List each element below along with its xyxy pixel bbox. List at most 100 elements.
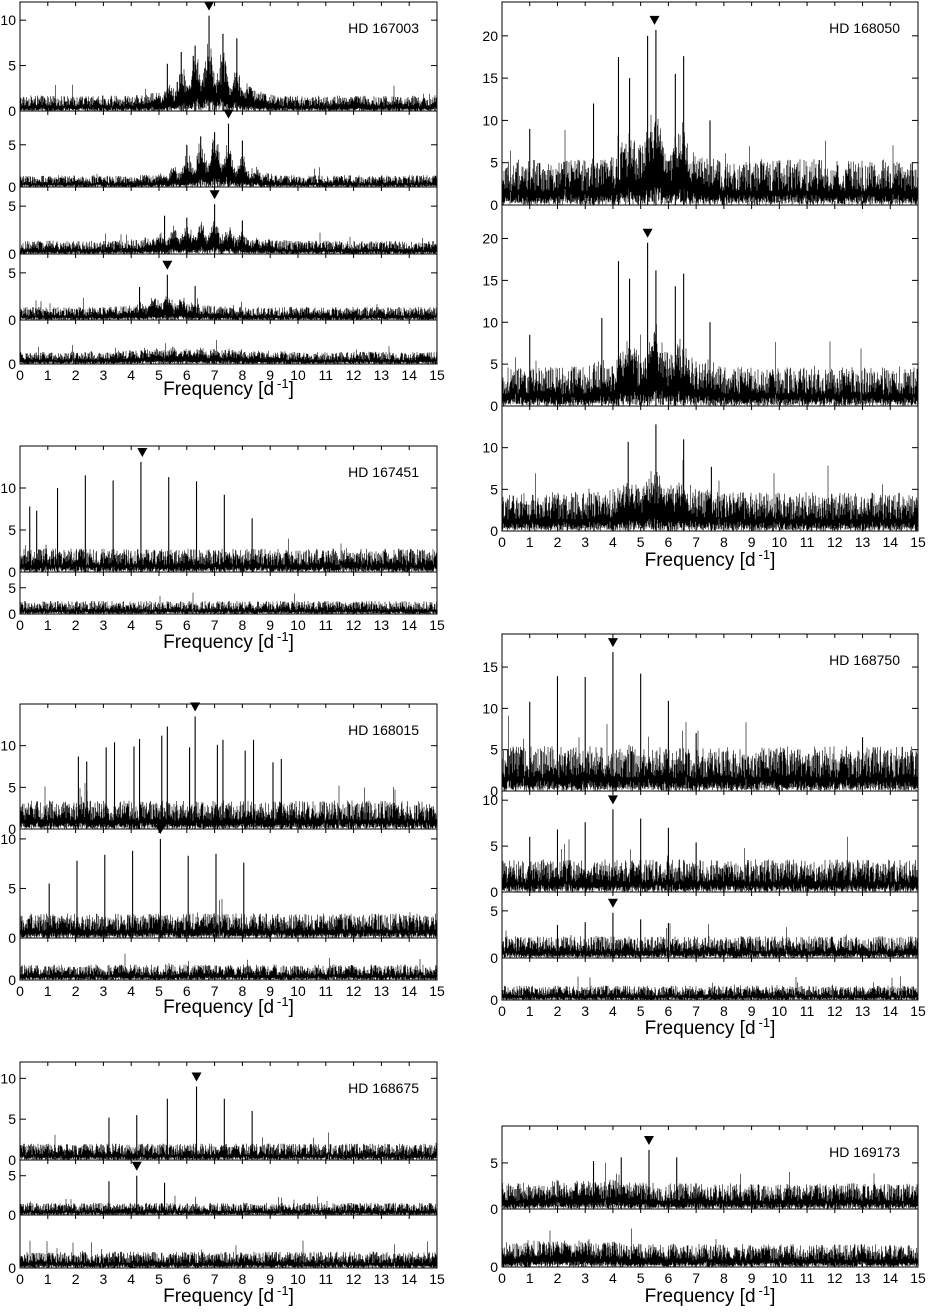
peak-marker-triangle xyxy=(642,228,653,238)
y-tick-label: 0 xyxy=(8,103,16,119)
noise-spectrum xyxy=(20,43,437,111)
noise-spectrum xyxy=(502,1162,918,1209)
amplitude-panel: 0 xyxy=(8,937,438,988)
x-tick-label: 3 xyxy=(581,1003,589,1019)
y-tick-label: 10 xyxy=(0,12,16,28)
x-tick-label: 8 xyxy=(239,1271,247,1287)
y-tick-label: 0 xyxy=(490,398,498,414)
x-tick-label: 9 xyxy=(266,367,274,383)
noise-spectrum xyxy=(502,836,918,892)
y-tick-label: 0 xyxy=(8,246,16,262)
x-tick-label: 3 xyxy=(100,983,108,999)
y-tick-label: 10 xyxy=(0,831,16,847)
noise-spectrum xyxy=(502,459,918,531)
x-tick-label: 7 xyxy=(692,1003,700,1019)
panel-frame xyxy=(19,1214,438,1269)
x-tick-label: 9 xyxy=(266,983,274,999)
x-tick-label: 13 xyxy=(374,617,390,633)
x-tick-label: 7 xyxy=(692,1270,700,1286)
noise-spectrum xyxy=(502,976,918,1000)
x-tick-label: 1 xyxy=(44,983,52,999)
x-tick-label: 1 xyxy=(526,534,534,550)
star-name-label: HD 168675 xyxy=(348,1080,419,1096)
peak-marker-triangle xyxy=(643,1135,654,1145)
x-tick-label: 12 xyxy=(827,1003,843,1019)
y-tick-label: 10 xyxy=(0,1070,16,1086)
x-tick-label: 15 xyxy=(910,1270,926,1286)
x-tick-label: 5 xyxy=(155,1271,163,1287)
x-tick-label: 7 xyxy=(211,1271,219,1287)
x-tick-label: 11 xyxy=(319,983,334,999)
x-tick-label: 3 xyxy=(581,1270,589,1286)
x-tick-label: 2 xyxy=(554,1003,562,1019)
x-tick-label: 6 xyxy=(183,367,191,383)
x-tick-label: 10 xyxy=(290,1271,306,1287)
star-name-label: HD 167451 xyxy=(348,464,419,480)
x-tick-label: 13 xyxy=(855,534,871,550)
noise-spectrum xyxy=(502,715,918,791)
y-tick-label: 0 xyxy=(490,783,498,799)
amplitude-panel: 05 xyxy=(8,109,438,195)
x-tick-label: 1 xyxy=(44,617,52,633)
x-tick-label: 3 xyxy=(100,1271,108,1287)
x-tick-label: 7 xyxy=(692,534,700,550)
y-tick-label: 0 xyxy=(490,1201,498,1217)
x-tick-label: 11 xyxy=(319,1271,334,1287)
x-tick-label: 0 xyxy=(16,1271,24,1287)
x-tick-label: 5 xyxy=(637,1003,645,1019)
x-tick-label: 4 xyxy=(609,1270,617,1286)
y-tick-label: 5 xyxy=(490,742,498,758)
x-tick-label: 0 xyxy=(498,1270,506,1286)
x-tick-label: 2 xyxy=(554,534,562,550)
peak-marker-triangle xyxy=(649,15,660,25)
peak-marker-triangle xyxy=(607,898,618,908)
star-name-label: HD 169173 xyxy=(829,1144,900,1160)
star-name-label: HD 168015 xyxy=(348,722,419,738)
x-tick-label: 6 xyxy=(183,983,191,999)
x-tick-label: 10 xyxy=(772,1270,788,1286)
x-tick-label: 2 xyxy=(554,1270,562,1286)
x-tick-label: 1 xyxy=(526,1270,534,1286)
y-tick-label: 10 xyxy=(482,700,498,716)
y-tick-label: 5 xyxy=(490,356,498,372)
x-tick-label: 1 xyxy=(44,367,52,383)
y-tick-label: 5 xyxy=(490,838,498,854)
amplitude-panel: 0 xyxy=(490,957,919,1008)
y-tick-label: 0 xyxy=(490,1259,498,1275)
noise-spectrum xyxy=(20,296,437,320)
star-name-label: HD 168050 xyxy=(829,20,900,36)
x-axis-label: Frequency [d -1] xyxy=(645,1283,776,1307)
y-tick-label: 15 xyxy=(482,70,498,86)
x-tick-label: 11 xyxy=(800,1270,815,1286)
x-tick-label: 15 xyxy=(910,534,926,550)
y-tick-label: 0 xyxy=(490,950,498,966)
y-tick-label: 0 xyxy=(8,356,16,372)
peak-marker-triangle xyxy=(209,190,220,200)
y-tick-label: 0 xyxy=(490,992,498,1008)
x-tick-label: 10 xyxy=(290,617,306,633)
y-tick-label: 5 xyxy=(8,522,16,538)
y-tick-label: 20 xyxy=(482,231,498,247)
noise-spectrum xyxy=(502,1228,918,1267)
x-tick-label: 14 xyxy=(882,1270,898,1286)
amplitude-panel: 0 5 10 xyxy=(482,405,919,539)
star-name-label: HD 167003 xyxy=(348,20,419,36)
x-axis-label: Frequency [d -1] xyxy=(163,376,294,400)
x-tick-label: 10 xyxy=(772,534,788,550)
x-tick-label: 6 xyxy=(183,617,191,633)
noise-spectrum xyxy=(20,221,437,254)
noise-spectrum xyxy=(20,592,437,614)
y-tick-label: 0 xyxy=(8,606,16,622)
amplitude-panel: 0 xyxy=(8,319,438,372)
y-tick-label: 0 xyxy=(8,312,16,328)
x-tick-label: 12 xyxy=(827,1270,843,1286)
x-axis-label: Frequency [d -1] xyxy=(163,1283,294,1307)
y-tick-label: 5 xyxy=(8,265,16,281)
x-tick-label: 12 xyxy=(346,983,362,999)
x-tick-label: 13 xyxy=(855,1270,871,1286)
y-tick-label: 15 xyxy=(482,272,498,288)
x-tick-label: 6 xyxy=(665,534,673,550)
